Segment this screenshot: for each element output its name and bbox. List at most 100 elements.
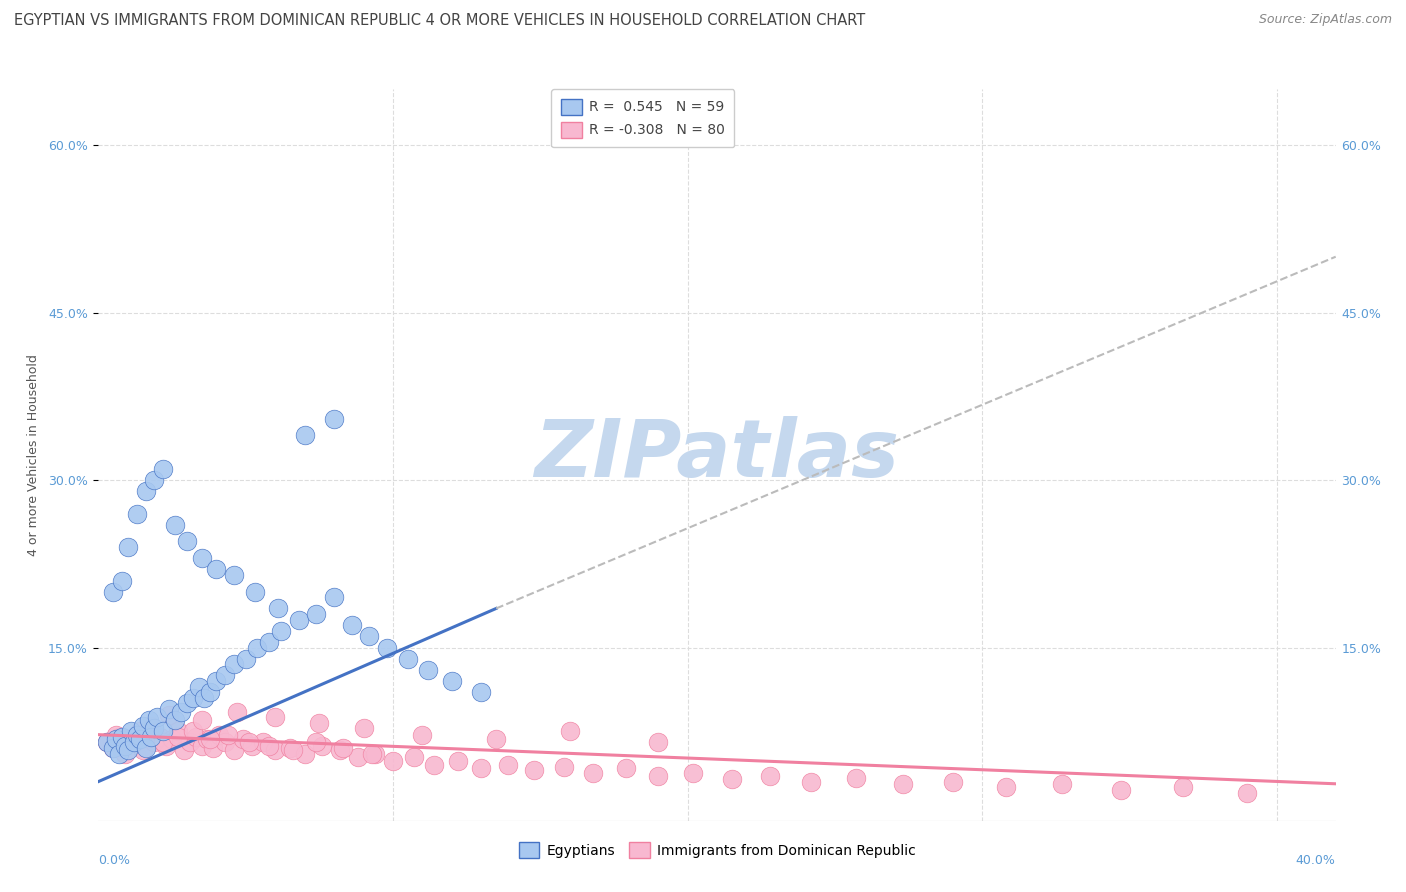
Point <box>396 651 419 665</box>
Point <box>163 517 186 532</box>
Point <box>558 724 581 739</box>
Point <box>152 724 174 739</box>
Point <box>167 724 190 739</box>
Point <box>105 732 128 747</box>
Point <box>553 760 575 774</box>
Point <box>418 663 440 677</box>
Point <box>844 771 866 785</box>
Point <box>222 657 245 672</box>
Point <box>382 755 405 769</box>
Point <box>942 774 965 789</box>
Point <box>759 769 782 783</box>
Point <box>1171 780 1194 794</box>
Point <box>267 601 290 615</box>
Point <box>235 651 257 665</box>
Point <box>167 730 190 744</box>
Point <box>101 741 124 756</box>
Point <box>214 735 236 749</box>
Point <box>117 540 139 554</box>
Point <box>128 724 150 739</box>
Point <box>800 774 823 789</box>
Point <box>176 534 198 549</box>
Point <box>173 743 195 757</box>
Point <box>205 674 228 689</box>
Point <box>891 777 914 791</box>
Point <box>264 710 287 724</box>
Point <box>614 761 637 775</box>
Point <box>117 732 139 747</box>
Point <box>120 724 142 739</box>
Point <box>114 747 136 761</box>
Y-axis label: 4 or more Vehicles in Household: 4 or more Vehicles in Household <box>27 354 39 556</box>
Point <box>197 732 219 747</box>
Point <box>582 765 605 780</box>
Point <box>184 730 207 744</box>
Point <box>332 741 354 756</box>
Point <box>346 750 368 764</box>
Point <box>470 761 492 775</box>
Point <box>157 707 180 722</box>
Point <box>305 607 328 621</box>
Point <box>217 728 239 742</box>
Point <box>190 739 212 753</box>
Point <box>647 769 669 783</box>
Point <box>243 584 266 599</box>
Point <box>232 732 254 747</box>
Point <box>205 562 228 576</box>
Point <box>122 735 145 749</box>
Point <box>311 739 333 753</box>
Point <box>200 732 222 747</box>
Point <box>361 747 384 761</box>
Point <box>96 735 118 749</box>
Point <box>264 743 287 757</box>
Point <box>720 772 742 787</box>
Point <box>146 710 169 724</box>
Point <box>287 613 309 627</box>
Point <box>329 743 352 757</box>
Point <box>1236 786 1258 800</box>
Point <box>523 764 546 778</box>
Point <box>120 732 142 747</box>
Point <box>278 741 301 756</box>
Point <box>214 668 236 682</box>
Point <box>152 462 174 476</box>
Point <box>114 739 136 753</box>
Legend: Egyptians, Immigrants from Dominican Republic: Egyptians, Immigrants from Dominican Rep… <box>512 835 922 865</box>
Point <box>375 640 398 655</box>
Point <box>994 780 1017 794</box>
Point <box>222 743 245 757</box>
Point <box>125 728 148 742</box>
Point <box>240 739 263 753</box>
Point <box>143 473 166 487</box>
Point <box>131 743 153 757</box>
Point <box>359 629 381 643</box>
Point <box>353 721 375 735</box>
Point <box>485 732 508 747</box>
Point <box>402 750 425 764</box>
Point <box>647 735 669 749</box>
Point <box>447 755 470 769</box>
Point <box>125 507 148 521</box>
Point <box>1050 777 1073 791</box>
Point <box>252 735 274 749</box>
Point <box>181 724 204 739</box>
Text: ZIPatlas: ZIPatlas <box>534 416 900 494</box>
Point <box>225 706 247 720</box>
Point <box>155 739 177 753</box>
Point <box>200 685 222 699</box>
Point <box>190 713 212 727</box>
Point <box>187 680 209 694</box>
Point <box>101 584 124 599</box>
Point <box>181 690 204 705</box>
Point <box>117 743 139 757</box>
Point <box>157 702 180 716</box>
Point <box>170 706 193 720</box>
Point <box>128 732 150 747</box>
Point <box>108 730 131 744</box>
Point <box>96 735 118 749</box>
Point <box>111 730 134 744</box>
Text: Source: ZipAtlas.com: Source: ZipAtlas.com <box>1258 13 1392 27</box>
Point <box>340 618 363 632</box>
Point <box>208 728 231 742</box>
Point <box>202 741 225 756</box>
